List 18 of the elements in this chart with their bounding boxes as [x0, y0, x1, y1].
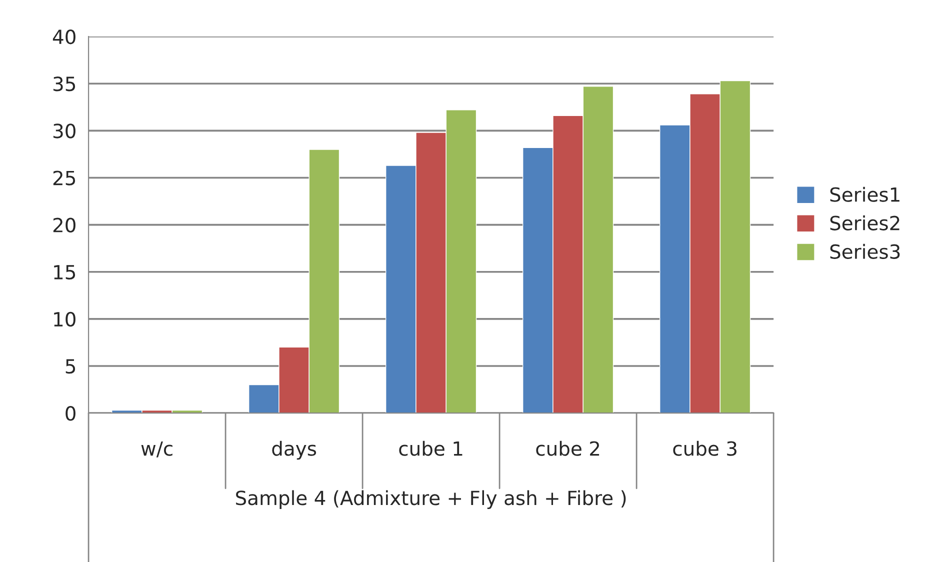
y-tick-label: 5	[66, 359, 76, 374]
x-tick-label: cube 2	[536, 440, 600, 456]
y-tick-label: 30	[53, 124, 76, 138]
y-tick-label: 35	[53, 76, 76, 92]
y-tick-label: 20	[53, 218, 76, 232]
y-tick-label: 15	[54, 265, 76, 280]
x-tick-label: cube 1	[399, 440, 462, 456]
y-tick-label: 25	[53, 170, 76, 186]
y-tick-label: 40	[52, 29, 76, 44]
y-tick-label: 10	[54, 312, 76, 327]
x-tick-label: cube 3	[673, 440, 736, 456]
x-tick-label: w/c	[141, 441, 172, 458]
x-tick-label: days	[272, 440, 316, 460]
x-axis-title: Sample 4 (Admixture + Fly ash + Fibre )	[236, 490, 626, 510]
y-tick-label: 0	[66, 406, 76, 421]
legend-label: Series3	[830, 244, 900, 259]
legend-label: Series1	[830, 186, 900, 202]
legend-label: Series2	[830, 215, 900, 230]
